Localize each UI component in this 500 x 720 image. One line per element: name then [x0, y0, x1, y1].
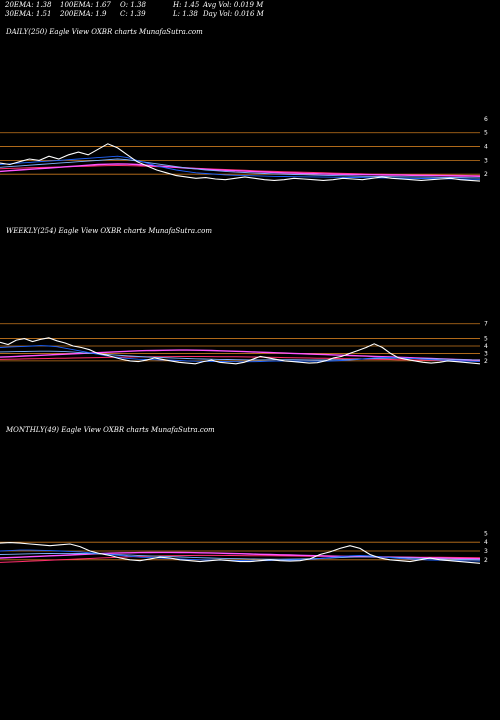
- avg-vol-label: Avg Vol: 0.019 M: [203, 1, 264, 9]
- ema-mid-line: [0, 158, 481, 179]
- weekly-panel-title: WEEKLY(254) Eagle View OXBR charts Munaf…: [6, 227, 212, 235]
- ema-slow-line: [0, 163, 481, 177]
- high-label: H: 1.45: [173, 1, 200, 9]
- price-line: [0, 542, 481, 564]
- low-label: L: 1.38: [173, 10, 198, 18]
- y-tick-label: 5: [484, 530, 488, 537]
- ema200-label: 200EMA: 1.9: [60, 10, 107, 18]
- daily-panel-title: DAILY(250) Eagle View OXBR charts Munafa…: [6, 28, 203, 36]
- stats-header: 20EMA: 1.38 100EMA: 1.67 O: 1.38 H: 1.45…: [5, 1, 495, 25]
- ema-long-line: [0, 356, 481, 362]
- day-vol-label: Day Vol: 0.016 M: [203, 10, 264, 18]
- ema20-label: 20EMA: 1.38: [5, 1, 52, 9]
- y-tick-label: 6: [484, 116, 488, 123]
- y-tick-label: 2: [484, 358, 488, 365]
- y-tick-label: 4: [484, 144, 488, 151]
- y-tick-label: 5: [484, 130, 488, 137]
- y-tick-label: 4: [484, 343, 488, 350]
- y-tick-label: 3: [484, 350, 488, 357]
- ema-fast-line: [0, 549, 481, 562]
- y-tick-label: 2: [484, 557, 488, 564]
- ema-mid-line: [0, 552, 481, 561]
- y-tick-label: 2: [484, 171, 488, 178]
- y-tick-label: 3: [484, 548, 488, 555]
- y-tick-label: 7: [484, 321, 488, 328]
- y-tick-label: 5: [484, 336, 488, 343]
- monthly-panel-title: MONTHLY(49) Eagle View OXBR charts Munaf…: [6, 426, 215, 434]
- price-line: [0, 337, 481, 365]
- ema30-label: 30EMA: 1.51: [5, 10, 52, 18]
- ema-slow-line: [0, 349, 481, 361]
- monthly-chart: 5 4 3 2: [0, 530, 488, 564]
- ema100-label: 100EMA: 1.67: [60, 1, 111, 9]
- y-tick-label: 3: [484, 157, 488, 164]
- open-label: O: 1.38: [120, 1, 146, 9]
- close-label: C: 1.39: [120, 10, 146, 18]
- y-tick-label: 4: [484, 539, 488, 546]
- ema-fast-line: [0, 155, 481, 180]
- daily-chart: 6 5 4 3 2: [0, 116, 488, 182]
- price-line: [0, 143, 481, 182]
